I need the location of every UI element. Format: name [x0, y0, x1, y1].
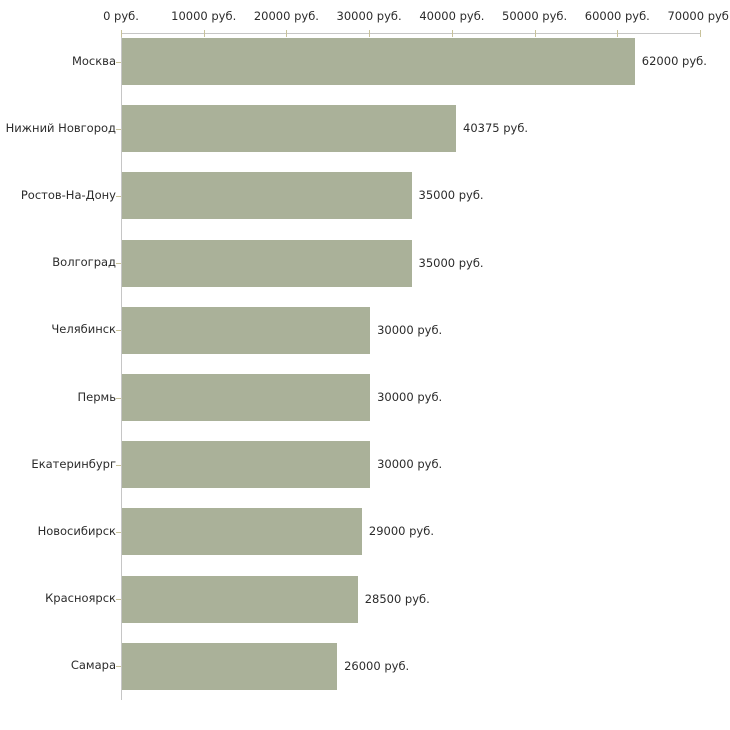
category-label: Екатеринбург	[31, 456, 116, 471]
x-axis-tick	[534, 30, 536, 37]
bar-Красноярск	[122, 575, 358, 623]
y-axis-line	[121, 33, 122, 700]
bar-Пермь	[122, 374, 371, 421]
value-label: 40375 руб.	[463, 121, 529, 136]
y-axis-tick	[116, 128, 121, 130]
x-axis-tick	[203, 30, 205, 37]
bar-Москва	[122, 38, 635, 85]
y-axis-tick	[116, 263, 121, 265]
value-label: 28500 руб.	[364, 591, 430, 606]
x-axis-tick	[369, 30, 371, 37]
x-axis-tick-label: 0 руб.	[103, 9, 139, 23]
category-label: Новосибирск	[37, 523, 116, 538]
bar-Ростов-На-Дону	[122, 172, 412, 220]
bar-Екатеринбург	[122, 441, 371, 489]
x-axis-tick-label: 40000 руб.	[419, 9, 485, 23]
category-label: Пермь	[77, 389, 116, 404]
value-label: 30000 руб.	[377, 322, 443, 337]
value-label: 35000 руб.	[418, 255, 484, 270]
bar-Волгоград	[122, 239, 412, 287]
category-label: Волгоград	[52, 255, 116, 270]
x-axis-tick-label: 10000 руб.	[171, 9, 237, 23]
y-axis-tick	[116, 330, 121, 332]
x-axis-tick	[451, 30, 453, 37]
y-axis-tick	[116, 397, 121, 399]
value-label: 35000 руб.	[418, 188, 484, 203]
x-axis-tick-label: 50000 руб.	[502, 9, 568, 23]
y-axis-tick	[116, 61, 121, 63]
y-axis-tick	[116, 599, 121, 601]
x-axis-tick-label: 60000 руб.	[584, 9, 650, 23]
x-axis-tick	[121, 30, 122, 37]
category-label: Москва	[71, 53, 116, 68]
x-axis-tick	[286, 30, 288, 37]
x-axis-tick	[617, 30, 619, 37]
y-axis-tick	[116, 464, 121, 466]
bar-Челябинск	[122, 306, 371, 354]
bar-Нижний Новгород	[122, 105, 456, 153]
y-axis-tick	[116, 531, 121, 533]
value-label: 62000 руб.	[641, 54, 707, 68]
x-axis-tick-label: 20000 руб.	[253, 9, 319, 23]
value-label: 30000 руб.	[377, 390, 443, 404]
category-label: Красноярск	[45, 591, 116, 606]
value-label: 29000 руб.	[368, 524, 434, 539]
x-axis-line	[121, 33, 701, 34]
category-label: Ростов-На-Дону	[20, 187, 116, 202]
x-axis-tick-label: 70000 руб.	[667, 9, 730, 23]
bar-Самара	[122, 642, 338, 690]
value-label: 26000 руб.	[344, 658, 410, 673]
category-label: Челябинск	[51, 322, 116, 337]
value-label: 30000 руб.	[377, 457, 443, 472]
y-axis-tick	[116, 195, 121, 197]
bar-Новосибирск	[122, 508, 362, 556]
category-label: Самара	[70, 658, 116, 673]
category-label: Нижний Новгород	[5, 120, 116, 135]
y-axis-tick	[116, 666, 121, 668]
x-axis-tick-label: 30000 руб.	[336, 9, 402, 23]
x-axis-tick	[700, 30, 701, 37]
